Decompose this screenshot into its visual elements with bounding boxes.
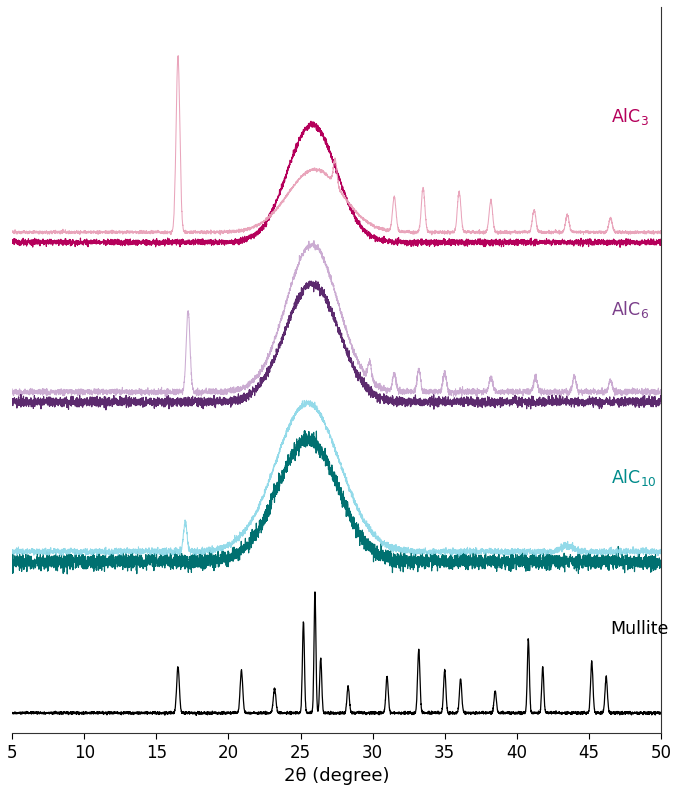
Text: Mullite: Mullite (610, 620, 669, 638)
Text: AlC$_6$: AlC$_6$ (610, 299, 649, 320)
X-axis label: 2θ (degree): 2θ (degree) (284, 767, 389, 785)
Text: AlC$_3$: AlC$_3$ (610, 105, 648, 127)
Text: AlC$_{10}$: AlC$_{10}$ (610, 467, 656, 488)
